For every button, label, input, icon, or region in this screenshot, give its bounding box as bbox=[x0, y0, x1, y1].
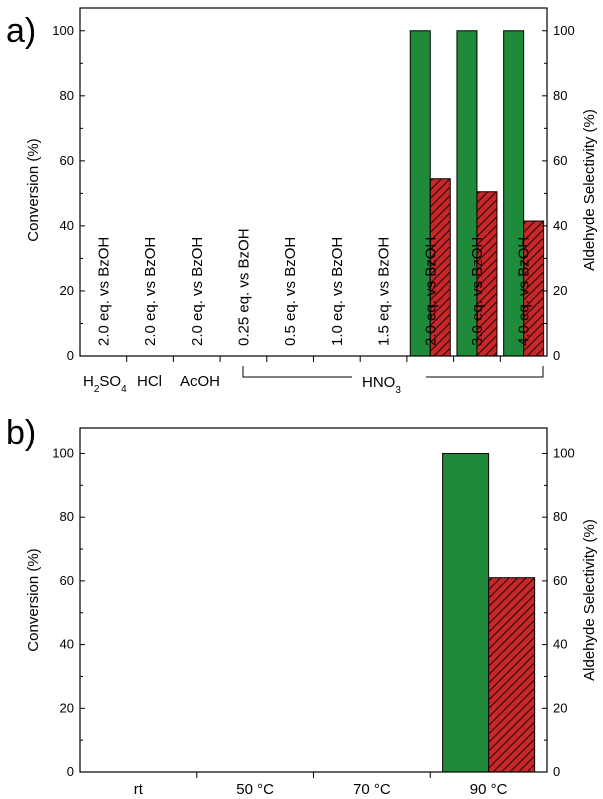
panel-b: b) Conversion (%) Aldehyde Selectivity (… bbox=[6, 414, 598, 798]
group-label-hno3: HNO3 bbox=[362, 374, 401, 396]
category-label: 0.5 eq. vs BzOH bbox=[282, 237, 299, 346]
category-label: 70 °C bbox=[353, 781, 391, 798]
panel-a-label: a) bbox=[6, 12, 36, 50]
panel-a-bars bbox=[409, 30, 545, 357]
conversion-bar bbox=[442, 452, 490, 773]
category-label: 1.0 eq. vs BzOH bbox=[329, 237, 346, 346]
y2-tick-label: 80 bbox=[553, 88, 567, 103]
y-tick-label: 100 bbox=[52, 23, 74, 38]
group-label-hcl: HCl bbox=[137, 373, 162, 390]
category-label: 90 °C bbox=[470, 781, 508, 798]
y-tick-label: 60 bbox=[60, 573, 74, 588]
panel-b-ticks: 0 0 20 20 40 40 60 60 80 80 100 100 bbox=[52, 445, 574, 779]
y2-tick-label: 80 bbox=[553, 509, 567, 524]
panel-b-y2label: Aldehyde Selectivity (%) bbox=[581, 519, 598, 681]
panel-b-label: b) bbox=[6, 414, 36, 452]
panel-b-category-labels: rt 50 °C 70 °C 90 °C bbox=[134, 781, 508, 798]
y-tick-label: 40 bbox=[60, 637, 74, 652]
category-label: 2.0 eq. vs BzOH bbox=[142, 237, 159, 346]
y2-tick-label: 20 bbox=[553, 700, 567, 715]
y2-tick-label: 100 bbox=[553, 445, 575, 460]
hno3-label-bg bbox=[352, 371, 426, 393]
panel-a-ticks: 0 0 20 20 40 40 60 60 80 80 100 100 bbox=[52, 23, 574, 363]
y2-tick-label: 100 bbox=[553, 23, 575, 38]
y-tick-label: 60 bbox=[60, 153, 74, 168]
panel-b-frame bbox=[79, 427, 548, 773]
y-tick-label: 20 bbox=[60, 700, 74, 715]
y-tick-label: 100 bbox=[52, 445, 74, 460]
y-tick-label: 20 bbox=[60, 283, 74, 298]
y-tick-label: 0 bbox=[67, 764, 74, 779]
y2-tick-label: 20 bbox=[553, 283, 567, 298]
category-label: 1.5 eq. vs BzOH bbox=[376, 237, 393, 346]
y2-tick-label: 0 bbox=[553, 764, 560, 779]
panel-a-ylabel: Conversion (%) bbox=[25, 138, 42, 241]
category-label: 50 °C bbox=[236, 781, 274, 798]
category-label: 2.0 eq. vs BzOH bbox=[189, 237, 206, 346]
y2-tick-label: 60 bbox=[553, 573, 567, 588]
panel-a: a) Conversion (%) Aldehyde Selectivity (… bbox=[6, 7, 598, 396]
y2-tick-label: 40 bbox=[553, 218, 567, 233]
panel-b-ylabel: Conversion (%) bbox=[25, 548, 42, 651]
category-label: 0.25 eq. vs BzOH bbox=[235, 228, 252, 346]
panel-a-category-labels: 2.0 eq. vs BzOH 2.0 eq. vs BzOH 2.0 eq. vs… bbox=[95, 228, 532, 346]
y2-tick-label: 0 bbox=[553, 348, 560, 363]
category-label: 2.0 eq. vs BzOH bbox=[95, 237, 112, 346]
category-label: rt bbox=[134, 781, 144, 798]
group-label-acoh: AcOH bbox=[180, 373, 220, 390]
y2-tick-label: 60 bbox=[553, 153, 567, 168]
category-label: 4.0 eq. vs BzOH bbox=[516, 237, 533, 346]
y-tick-label: 40 bbox=[60, 218, 74, 233]
y-tick-label: 0 bbox=[67, 348, 74, 363]
panel-a-frame bbox=[79, 7, 548, 357]
group-label-h2so4: H2SO4 bbox=[83, 373, 127, 395]
y2-tick-label: 40 bbox=[553, 637, 567, 652]
category-label: 3.0 eq. vs BzOH bbox=[469, 237, 486, 346]
panel-b-bars bbox=[442, 452, 536, 773]
y-tick-label: 80 bbox=[60, 88, 74, 103]
selectivity-bar bbox=[488, 577, 536, 773]
panel-a-y2label: Aldehyde Selectivity (%) bbox=[581, 109, 598, 271]
category-label: 2.0 eq. vs BzOH bbox=[422, 237, 439, 346]
y-tick-label: 80 bbox=[60, 509, 74, 524]
